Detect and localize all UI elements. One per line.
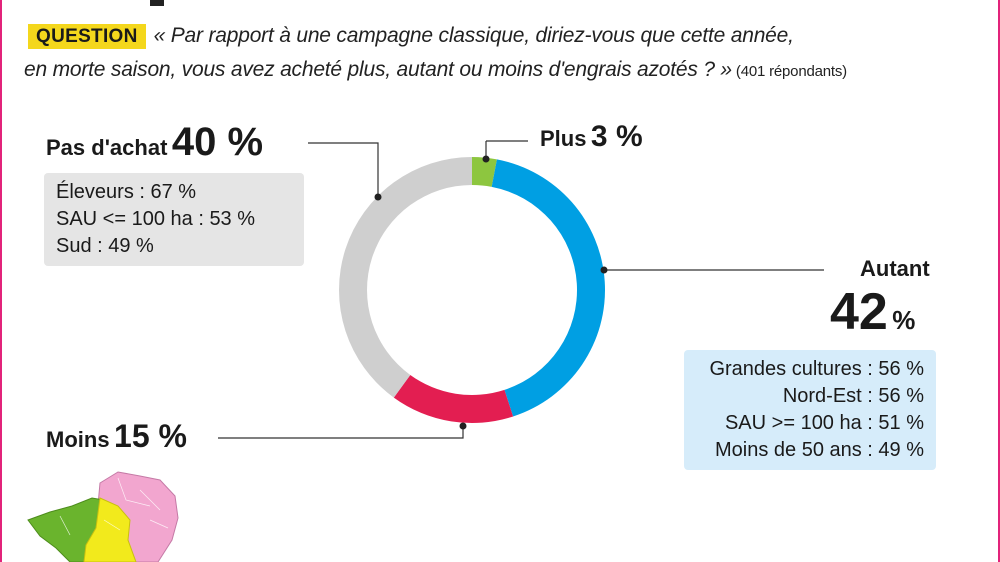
leader-dot-plus bbox=[482, 155, 490, 163]
donut-slice-pas-d-achat bbox=[338, 157, 472, 398]
label-plus-name: Plus bbox=[540, 126, 587, 151]
details-pas-achat-line: Éleveurs : 67 % bbox=[56, 181, 197, 203]
details-pas-achat: Éleveurs : 67 % SAU <= 100 ha : 53 % Sud… bbox=[44, 173, 304, 266]
label-autant-unit: % bbox=[892, 305, 916, 335]
label-autant-number: 42 bbox=[830, 283, 888, 341]
label-pas-achat: Pas d'achat 40 % bbox=[46, 120, 263, 165]
label-moins-value: 15 % bbox=[114, 418, 187, 454]
leader-dot-autant bbox=[600, 266, 608, 274]
question-text-1: « Par rapport à une campagne classique, … bbox=[153, 24, 794, 47]
question-line-1: QUESTION « Par rapport à une campagne cla… bbox=[28, 24, 794, 49]
question-tag: QUESTION bbox=[28, 24, 146, 49]
question-text-2: en morte saison, vous avez acheté plus, … bbox=[24, 58, 732, 81]
details-pas-achat-line: Sud : 49 % bbox=[56, 235, 154, 257]
header-fragment bbox=[150, 0, 164, 6]
donut-slice-autant bbox=[491, 159, 605, 417]
leader-dot-pas-achat bbox=[374, 193, 382, 201]
details-pas-achat-line: SAU <= 100 ha : 53 % bbox=[56, 208, 256, 230]
label-autant-name: Autant bbox=[860, 256, 930, 281]
leader-dot-moins bbox=[459, 422, 467, 430]
details-autant: Grandes cultures : 56 % Nord-Est : 56 % … bbox=[684, 350, 936, 470]
question-line-2: en morte saison, vous avez acheté plus, … bbox=[24, 58, 847, 82]
details-autant-line: Nord-Est : 56 % bbox=[782, 385, 924, 407]
page-border-right bbox=[998, 0, 1000, 562]
leader-line-pas-achat bbox=[308, 142, 379, 197]
label-plus-value: 3 % bbox=[590, 120, 643, 153]
donut-segments bbox=[338, 157, 605, 423]
label-pas-achat-value: 40 % bbox=[171, 120, 264, 164]
leader-line-moins bbox=[218, 426, 464, 439]
donut-slice-moins bbox=[393, 374, 514, 423]
france-map bbox=[27, 471, 179, 562]
map-region-center bbox=[83, 497, 137, 562]
label-moins: Moins 15 % bbox=[46, 418, 187, 455]
label-moins-name: Moins bbox=[46, 427, 110, 452]
label-plus: Plus 3 % bbox=[540, 120, 643, 154]
details-autant-line: SAU >= 100 ha : 51 % bbox=[724, 412, 924, 434]
label-autant-value: 42 % bbox=[830, 282, 915, 342]
page-border-left bbox=[0, 0, 2, 562]
donut-slice-plus bbox=[472, 157, 497, 187]
details-autant-line: Moins de 50 ans : 49 % bbox=[714, 439, 924, 461]
respondents-count: (401 répondants) bbox=[735, 63, 847, 80]
details-autant-line: Grandes cultures : 56 % bbox=[709, 358, 924, 380]
label-pas-achat-name: Pas d'achat bbox=[46, 135, 168, 160]
